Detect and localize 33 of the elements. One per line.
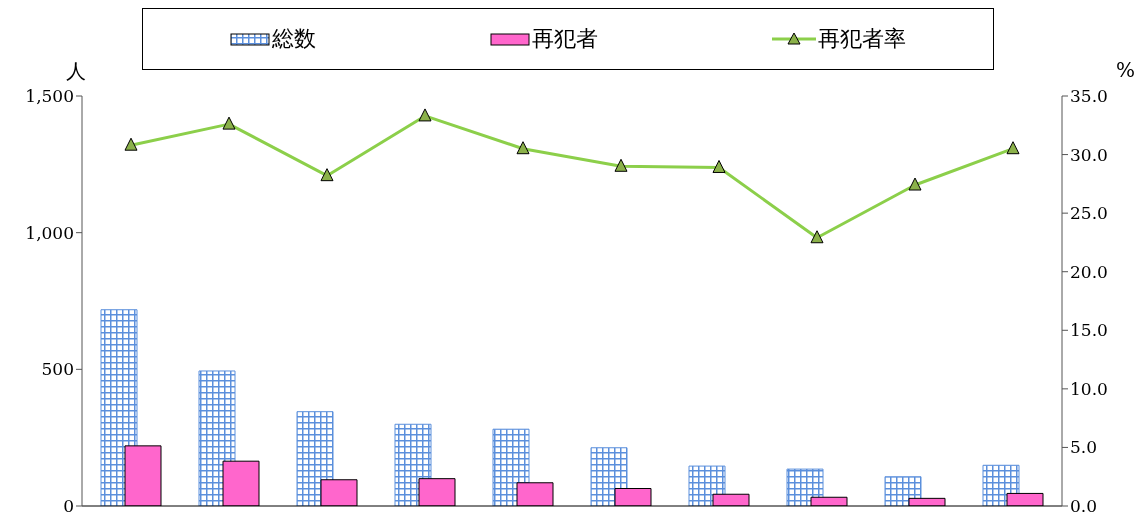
- point: [124, 137, 138, 151]
- point: [516, 141, 530, 155]
- y-tick-label: 1,500: [25, 86, 74, 107]
- point: [320, 168, 334, 182]
- legend-label: 再犯者: [532, 25, 598, 53]
- y2-tick-label: 15.0: [1070, 320, 1108, 341]
- y2-axis-title: %: [1116, 58, 1136, 82]
- y2-tick-label: 10.0: [1070, 378, 1108, 399]
- point: [614, 158, 628, 172]
- bar: [590, 447, 628, 506]
- y2-tick-label: 0.0: [1070, 496, 1098, 517]
- y2-tick-label: 5.0: [1070, 437, 1098, 458]
- y-tick-label: 0: [63, 496, 74, 517]
- point: [712, 159, 726, 173]
- y2-tick-label: 30.0: [1070, 144, 1108, 165]
- point: [418, 108, 432, 122]
- bar: [884, 476, 922, 506]
- bar: [492, 428, 530, 506]
- point: [222, 116, 236, 130]
- y-axis-title: 人: [66, 58, 86, 85]
- legend-label: 総数: [272, 25, 316, 53]
- bar: [688, 465, 726, 506]
- point: [810, 230, 824, 244]
- y2-tick-label: 20.0: [1070, 261, 1108, 282]
- bar: [296, 411, 334, 506]
- y2-tick-label: 35.0: [1070, 86, 1108, 107]
- legend-label: 再犯者率: [818, 25, 906, 53]
- bar: [786, 468, 824, 506]
- y2-tick-label: 25.0: [1070, 203, 1108, 224]
- y-tick-label: 500: [41, 359, 74, 380]
- point: [1006, 141, 1020, 155]
- y-tick-label: 1,000: [25, 222, 74, 243]
- point: [908, 177, 922, 191]
